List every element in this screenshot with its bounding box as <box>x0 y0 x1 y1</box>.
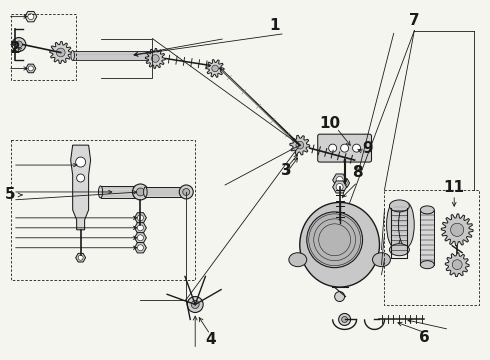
Bar <box>394 202 406 247</box>
Ellipse shape <box>150 50 154 60</box>
Polygon shape <box>146 49 165 68</box>
Ellipse shape <box>420 206 434 214</box>
Circle shape <box>339 314 350 325</box>
Text: 3: 3 <box>281 162 291 177</box>
Polygon shape <box>26 64 36 73</box>
Circle shape <box>187 297 203 312</box>
Ellipse shape <box>289 253 307 267</box>
Ellipse shape <box>390 200 409 212</box>
Ellipse shape <box>390 244 409 256</box>
Circle shape <box>137 215 144 221</box>
Ellipse shape <box>181 187 185 197</box>
Ellipse shape <box>398 202 414 247</box>
Ellipse shape <box>372 253 391 267</box>
Polygon shape <box>333 181 346 193</box>
Circle shape <box>335 292 344 302</box>
Polygon shape <box>71 145 91 230</box>
Bar <box>420 210 434 265</box>
Circle shape <box>75 157 86 167</box>
Circle shape <box>78 255 83 260</box>
Circle shape <box>12 37 26 51</box>
Bar <box>146 187 183 197</box>
Text: 9: 9 <box>362 141 373 156</box>
Polygon shape <box>134 222 147 233</box>
Circle shape <box>137 235 144 241</box>
Text: 4: 4 <box>205 332 216 347</box>
Circle shape <box>212 65 219 72</box>
Circle shape <box>307 212 363 268</box>
Polygon shape <box>134 243 147 253</box>
Polygon shape <box>340 179 349 187</box>
Circle shape <box>342 316 347 323</box>
Circle shape <box>28 14 34 20</box>
Circle shape <box>191 301 199 309</box>
Ellipse shape <box>133 186 138 198</box>
Polygon shape <box>134 213 147 223</box>
Circle shape <box>15 41 23 48</box>
Polygon shape <box>206 59 224 77</box>
Polygon shape <box>25 12 37 22</box>
Polygon shape <box>75 253 86 262</box>
Bar <box>100 186 135 198</box>
Circle shape <box>137 225 144 231</box>
Circle shape <box>151 55 159 62</box>
Polygon shape <box>445 253 469 276</box>
Text: 6: 6 <box>419 330 430 345</box>
Circle shape <box>336 184 343 190</box>
Circle shape <box>56 48 65 57</box>
Text: 2: 2 <box>9 41 20 56</box>
Circle shape <box>179 185 193 199</box>
Ellipse shape <box>71 50 74 60</box>
Ellipse shape <box>420 261 434 269</box>
Circle shape <box>132 184 148 200</box>
Bar <box>73 50 152 60</box>
Polygon shape <box>333 174 346 186</box>
Circle shape <box>452 260 462 270</box>
Circle shape <box>342 180 347 185</box>
Ellipse shape <box>98 186 102 198</box>
Circle shape <box>353 144 361 152</box>
Circle shape <box>76 174 85 182</box>
Circle shape <box>341 144 348 152</box>
Text: 10: 10 <box>319 116 340 131</box>
FancyBboxPatch shape <box>318 134 371 162</box>
Text: 1: 1 <box>270 18 280 33</box>
Text: 5: 5 <box>4 188 15 202</box>
Polygon shape <box>134 233 147 243</box>
Ellipse shape <box>387 202 402 247</box>
Circle shape <box>28 66 33 71</box>
Circle shape <box>336 176 343 184</box>
Ellipse shape <box>300 202 379 287</box>
Circle shape <box>183 189 190 195</box>
Circle shape <box>137 245 144 251</box>
Text: 7: 7 <box>409 13 419 28</box>
Circle shape <box>329 144 337 152</box>
Circle shape <box>136 188 145 196</box>
Text: 11: 11 <box>443 180 465 195</box>
Text: 8: 8 <box>352 165 363 180</box>
Ellipse shape <box>144 187 147 197</box>
Circle shape <box>296 141 304 149</box>
Polygon shape <box>441 214 473 246</box>
Polygon shape <box>290 135 310 155</box>
Polygon shape <box>50 41 72 63</box>
Circle shape <box>451 223 464 237</box>
